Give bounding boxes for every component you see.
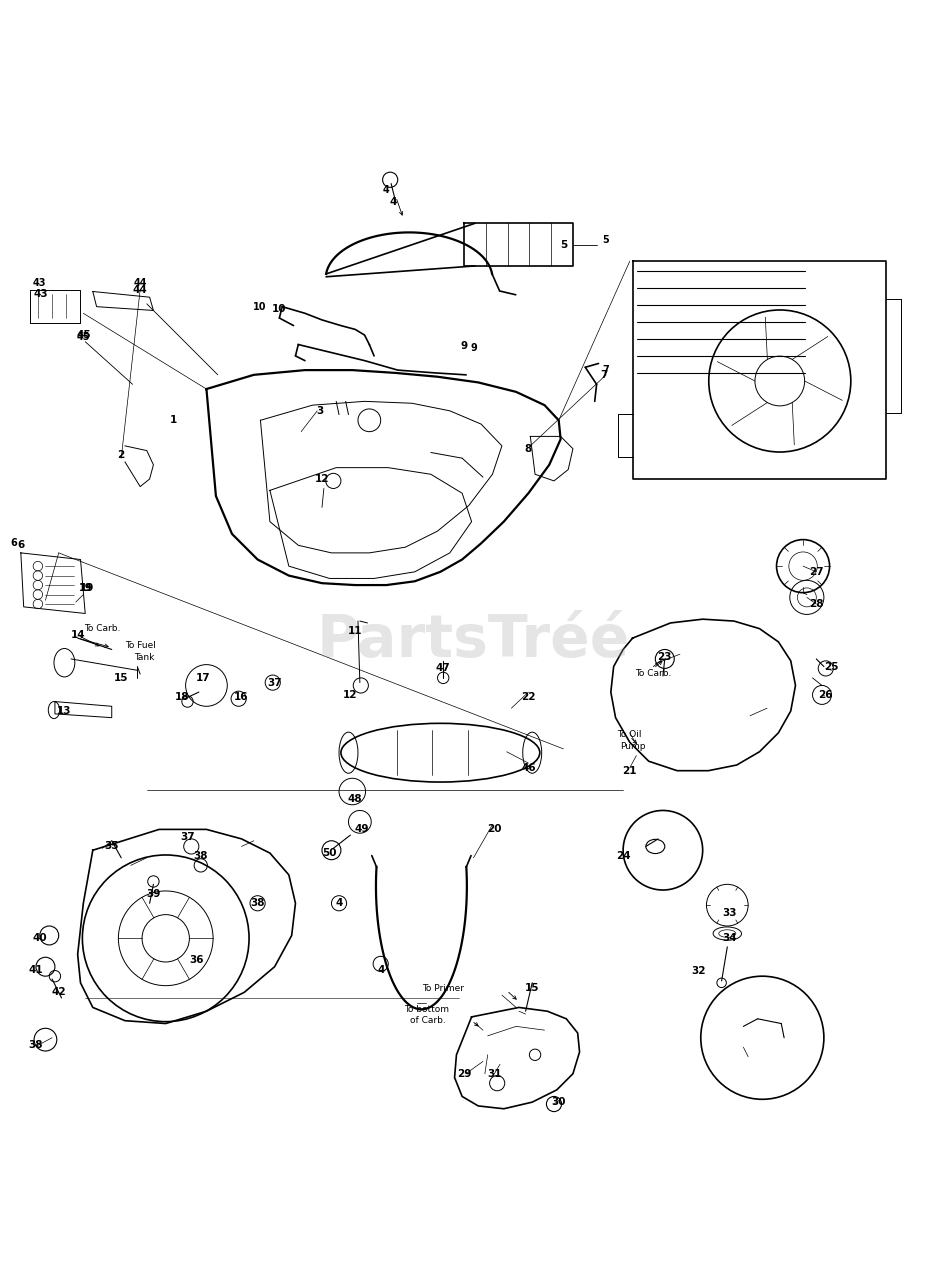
Text: 31: 31 — [487, 1069, 502, 1079]
Text: 38: 38 — [250, 899, 265, 909]
Text: 41: 41 — [28, 965, 44, 974]
Text: 40: 40 — [32, 933, 47, 943]
Text: To Carb.: To Carb. — [84, 625, 120, 634]
Text: 7: 7 — [600, 370, 608, 380]
Text: 34: 34 — [722, 933, 737, 943]
Text: 28: 28 — [809, 599, 824, 609]
Text: 32: 32 — [691, 966, 706, 977]
Text: 43: 43 — [33, 278, 46, 288]
Text: To Carb.: To Carb. — [635, 668, 671, 677]
Text: 5: 5 — [560, 241, 567, 250]
Text: 3: 3 — [316, 406, 324, 416]
Text: 4: 4 — [389, 197, 397, 207]
Text: 4: 4 — [377, 965, 384, 974]
Text: 5: 5 — [602, 236, 610, 246]
Text: 13: 13 — [57, 707, 72, 716]
Text: 4: 4 — [383, 186, 390, 195]
Text: 19: 19 — [79, 582, 92, 593]
Text: 23: 23 — [657, 652, 672, 662]
Text: 14: 14 — [70, 630, 85, 640]
Text: 25: 25 — [824, 662, 839, 672]
Text: 21: 21 — [622, 765, 637, 776]
Text: 38: 38 — [193, 851, 208, 861]
Text: 10: 10 — [253, 302, 266, 311]
Text: 6: 6 — [10, 539, 18, 548]
Text: 49: 49 — [354, 824, 369, 835]
Text: 15: 15 — [525, 983, 540, 993]
Text: 12: 12 — [343, 690, 358, 700]
Text: 9: 9 — [460, 342, 468, 352]
Text: 48: 48 — [348, 794, 363, 804]
Text: 39: 39 — [146, 888, 161, 899]
Text: 44: 44 — [134, 278, 147, 288]
Text: 20: 20 — [487, 824, 502, 835]
Text: 36: 36 — [189, 955, 205, 965]
Text: 50: 50 — [322, 849, 337, 858]
Text: 27: 27 — [809, 567, 824, 577]
Text: 17: 17 — [196, 673, 211, 684]
Text: 7: 7 — [602, 365, 610, 375]
Text: 4: 4 — [335, 899, 343, 909]
Text: 8: 8 — [525, 444, 532, 453]
Text: 30: 30 — [551, 1097, 566, 1107]
Text: 19: 19 — [80, 582, 95, 593]
Text: To bottom: To bottom — [403, 1005, 449, 1014]
Text: Pump: Pump — [620, 741, 645, 750]
Text: To Fuel: To Fuel — [125, 641, 155, 650]
Text: To Primer: To Primer — [422, 984, 464, 993]
Text: 37: 37 — [180, 832, 195, 842]
Text: 44: 44 — [133, 284, 148, 294]
Text: Tank: Tank — [134, 653, 154, 662]
Text: 2: 2 — [117, 451, 125, 461]
Text: 45: 45 — [76, 330, 91, 340]
Text: 46: 46 — [521, 763, 536, 773]
Text: PartsTréé: PartsTréé — [317, 612, 630, 668]
Text: 12: 12 — [314, 474, 330, 484]
Text: 11: 11 — [348, 626, 363, 636]
Text: 37: 37 — [267, 677, 282, 687]
Text: of Carb.: of Carb. — [410, 1016, 446, 1025]
Text: To Oil: To Oil — [617, 730, 642, 740]
Text: 22: 22 — [521, 691, 536, 701]
Text: 1: 1 — [170, 415, 177, 425]
Text: 26: 26 — [818, 690, 833, 700]
Text: 6: 6 — [17, 540, 25, 550]
Text: 43: 43 — [33, 289, 48, 300]
Text: 24: 24 — [616, 851, 631, 861]
Text: 15: 15 — [114, 673, 129, 684]
Text: 33: 33 — [722, 908, 737, 918]
Text: 18: 18 — [174, 691, 189, 701]
Text: 42: 42 — [51, 987, 66, 997]
Text: 45: 45 — [77, 332, 90, 342]
Text: 38: 38 — [28, 1041, 44, 1051]
Text: 47: 47 — [436, 663, 451, 673]
Text: 29: 29 — [456, 1069, 472, 1079]
Text: 16: 16 — [234, 691, 249, 701]
Text: 35: 35 — [104, 841, 119, 851]
Text: 10: 10 — [272, 303, 287, 314]
Text: 9: 9 — [470, 343, 477, 353]
